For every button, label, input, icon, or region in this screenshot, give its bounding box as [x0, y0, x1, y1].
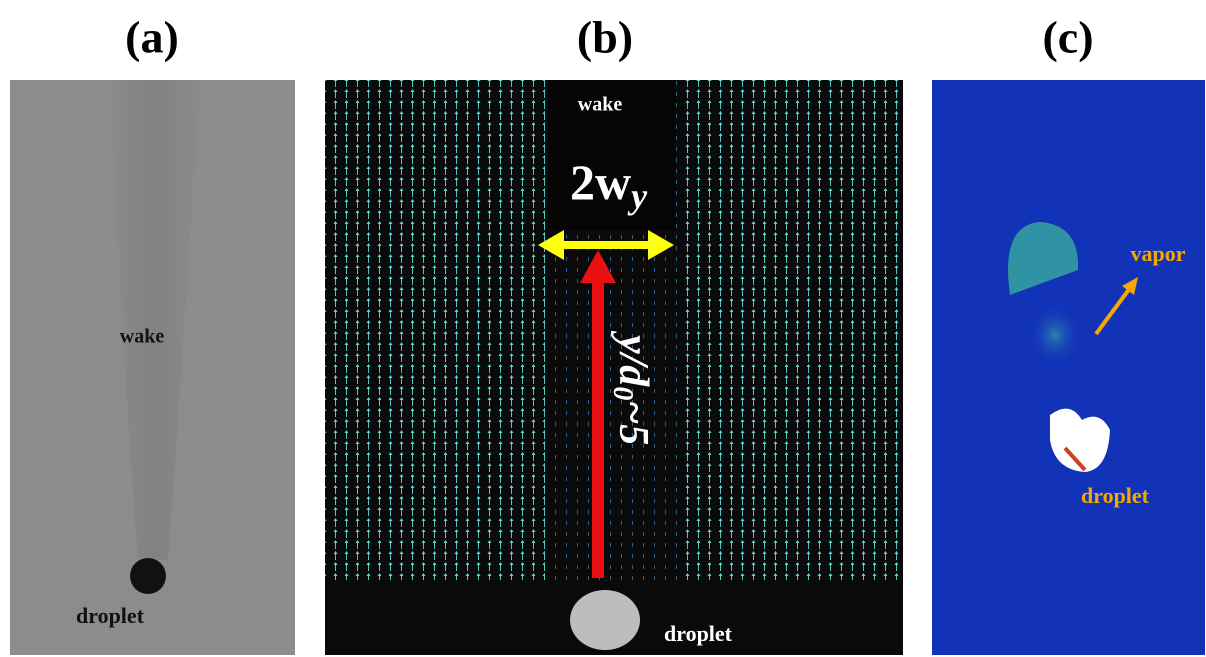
vapor-plume — [1027, 303, 1083, 367]
image-c — [932, 80, 1205, 655]
vector-field — [325, 80, 545, 580]
droplet-b — [570, 590, 640, 650]
height-label-rest: ~5 — [610, 400, 656, 445]
width-label-sub: y — [627, 176, 648, 216]
annotation: wake — [120, 326, 165, 348]
droplet-a — [130, 558, 166, 594]
annotation: wake — [578, 94, 623, 116]
annotation: droplet — [664, 621, 733, 646]
panel-b: (b) wake 2wy y/d0~5 droplet — [325, 12, 903, 655]
panel-c: (c) vapor droplet — [932, 12, 1205, 655]
panel-label: (a) — [125, 12, 179, 63]
width-label-main: 2w — [570, 154, 631, 210]
vector-field — [680, 80, 903, 580]
annotation: droplet — [76, 603, 145, 628]
annotation: vapor — [1131, 241, 1186, 266]
panel-label: (c) — [1042, 12, 1093, 63]
figure: (a) wake droplet (b) wake 2wy y/d0~5 dro… — [0, 0, 1206, 657]
panel-label: (b) — [577, 12, 633, 63]
height-label-sub: 0 — [607, 386, 638, 400]
panel-a: (a) wake droplet — [10, 12, 295, 655]
height-label-main: y/d — [610, 330, 656, 387]
annotation: droplet — [1081, 483, 1150, 508]
